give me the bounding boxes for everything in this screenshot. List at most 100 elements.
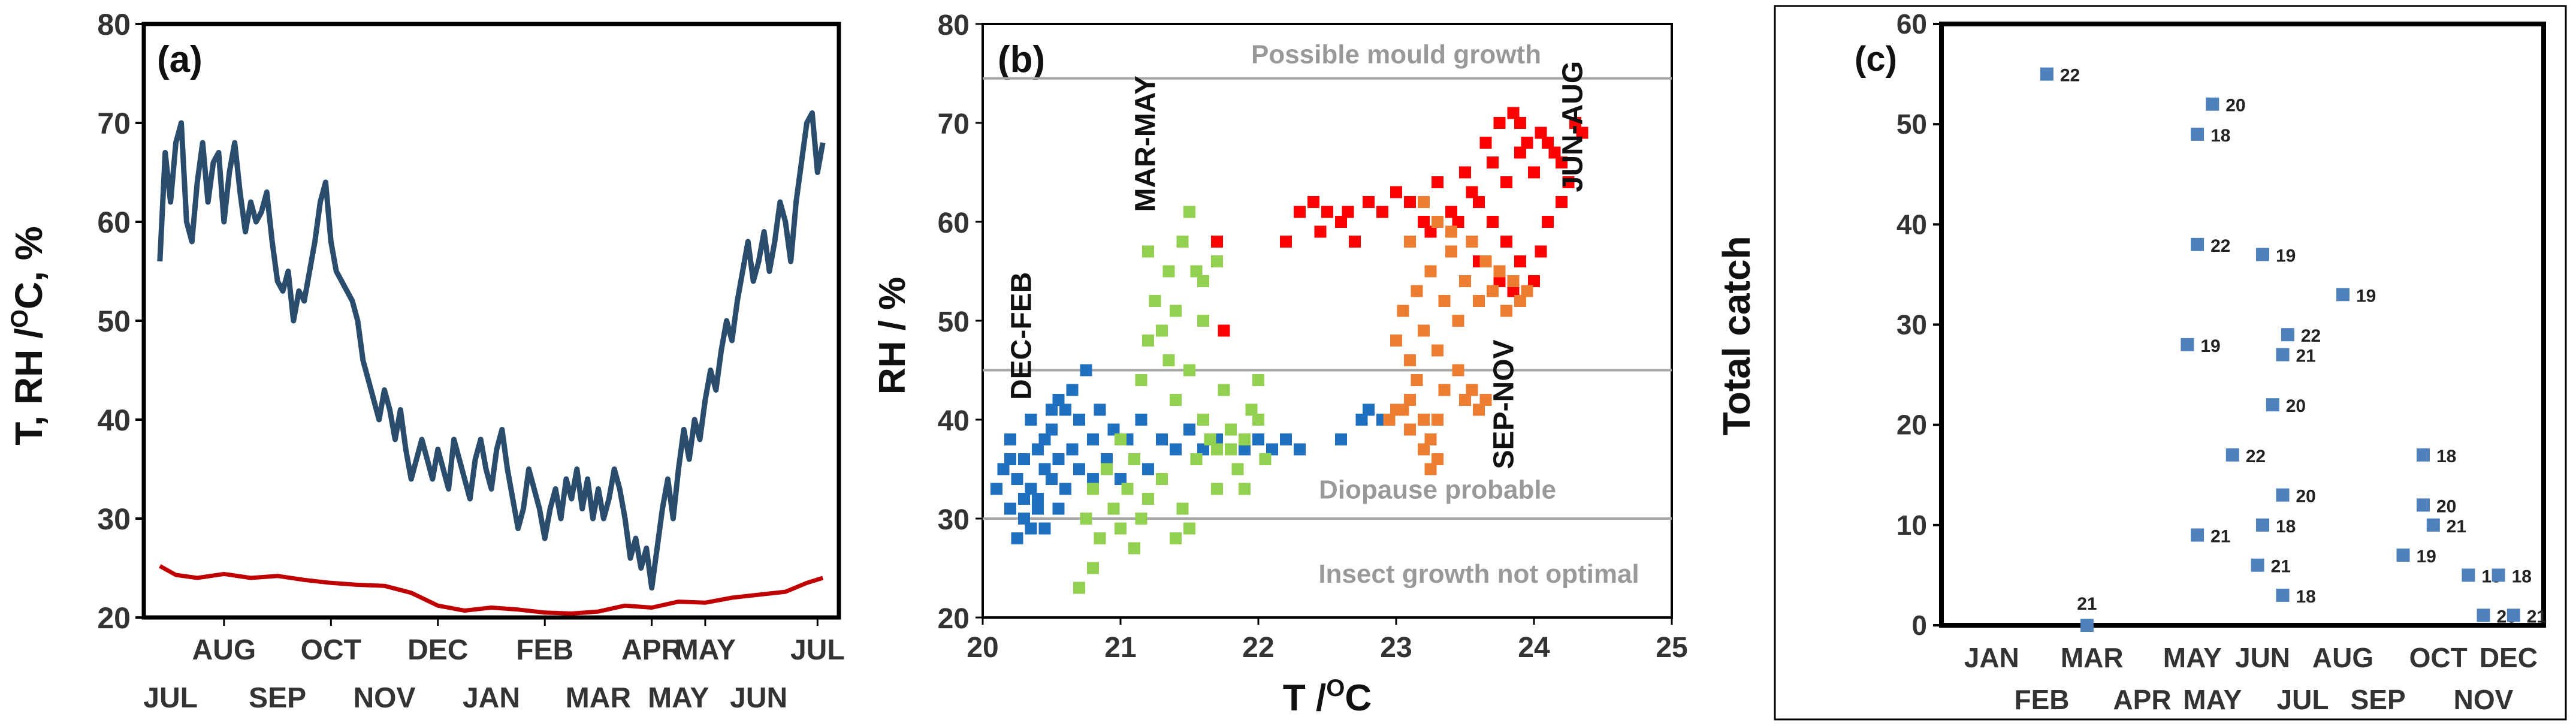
panel-b-point-jun-aug	[1548, 146, 1561, 159]
panel-a-x-tick-label: MAY	[648, 682, 709, 714]
panel-b-point-mar-may	[1231, 463, 1244, 475]
panel-b-point-dec-feb	[1094, 403, 1106, 416]
panel-b-point-mar-may	[1121, 483, 1134, 495]
panel-c-x-tick-label: NOV	[2454, 684, 2514, 715]
panel-c-point	[2256, 248, 2269, 261]
panel-c-point	[2191, 528, 2204, 542]
panel-c-y-tick-label: 30	[1896, 309, 1927, 341]
panel-b-point-mar-may	[1252, 414, 1264, 426]
panel-b-point-jun-aug	[1349, 236, 1361, 248]
panel-b-point-dec-feb	[997, 463, 1010, 475]
panel-b-point-dec-feb	[1046, 403, 1058, 416]
panel-b-point-dec-feb	[1052, 453, 1065, 465]
panel-b-point-mar-may	[1183, 364, 1195, 376]
panel-b-point-dec-feb	[1059, 483, 1071, 495]
panel-b-point-sep-nov	[1514, 295, 1526, 307]
panel-b-x-tick-label: 24	[1518, 632, 1550, 664]
panel-b-annotation: Insect growth not optimal	[1318, 559, 1639, 589]
panel-b-x-ticks: 20 21 22 23 24 25	[967, 617, 1688, 664]
panel-b-point-jun-aug	[1445, 206, 1457, 218]
panel-b-point-mar-may	[1080, 513, 1092, 525]
panel-b-point-jun-aug	[1535, 126, 1547, 139]
panel-b-point-jun-aug	[1363, 196, 1375, 208]
panel-b-point-sep-nov	[1487, 285, 1499, 297]
panel-b-annotation: Possible mould growth	[1251, 40, 1541, 70]
panel-c-point-label: 19	[2417, 547, 2436, 567]
panel-b-point-sep-nov	[1432, 216, 1443, 228]
panel-b-point-jun-aug	[1576, 126, 1589, 139]
panel-c-point	[2477, 608, 2490, 622]
panel-b-point-mar-may	[1135, 374, 1147, 386]
panel-b-point-sep-nov	[1507, 275, 1520, 287]
panel-b-y-tick-label: 20	[938, 603, 970, 635]
panel-c-x-tick-label: APR	[2113, 684, 2171, 715]
panel-c-point	[2191, 237, 2204, 251]
panel-c-y-tick-label: 40	[1896, 209, 1927, 240]
panel-a-x-tick-label: MAR	[566, 682, 631, 714]
panel-b-point-jun-aug	[1321, 206, 1333, 218]
panel-b-point-sep-nov	[1383, 414, 1396, 426]
panel-b-point-mar-may	[1094, 532, 1106, 544]
panel-b-y-axis-title: RH / %	[872, 277, 913, 394]
panel-b-point-dec-feb	[1355, 414, 1368, 426]
panel-b-point-jun-aug	[1314, 225, 1327, 238]
panel-a-y-axis-title-sup: O	[7, 309, 33, 328]
panel-b-point-mar-may	[1197, 315, 1209, 327]
panel-b-point-sep-nov	[1452, 364, 1464, 376]
panel-b-point-jun-aug	[1466, 186, 1478, 198]
panel-b-point-mar-may	[1107, 502, 1120, 515]
panel-b-point-sep-nov	[1473, 295, 1485, 307]
panel-c-point-label: 21	[2527, 607, 2547, 626]
panel-b-point-dec-feb	[1046, 423, 1058, 436]
panel-c-point	[2276, 488, 2290, 502]
panel-b-point-dec-feb	[1059, 403, 1071, 416]
panel-b-point-jun-aug	[1569, 117, 1581, 129]
panel-a-y-tick-label: 60	[97, 206, 131, 239]
panel-b-point-mar-may	[1170, 394, 1182, 406]
panel-b-point-jun-aug	[1542, 137, 1554, 149]
panel-b-point-dec-feb	[1197, 443, 1209, 456]
panel-a-x-tick-label: JUL	[790, 634, 845, 666]
panel-b-point-sep-nov	[1411, 285, 1423, 297]
panel-c-point	[2276, 348, 2290, 362]
panel-b-point-dec-feb	[1025, 522, 1037, 535]
panel-b-point-mar-may	[1245, 403, 1258, 416]
panel-c-point-label: 20	[2225, 96, 2245, 116]
panel-b-point-dec-feb	[1252, 433, 1264, 445]
panel-b-chart: (b) Possible mould growth Diopause probab…	[872, 10, 1688, 719]
panel-b-y-tick-label: 80	[938, 10, 970, 41]
panel-b-point-mar-may	[1190, 265, 1203, 278]
panel-a-plot-frame	[141, 22, 841, 620]
panel-b-point-mar-may	[1142, 493, 1154, 505]
panel-b-point-mar-may	[1073, 582, 1085, 594]
panel-b-point-dec-feb	[1018, 493, 1030, 505]
panel-b-point-jun-aug	[1507, 107, 1520, 119]
panel-b-point-mar-may	[1156, 473, 1168, 485]
panel-b-point-jun-aug	[1459, 166, 1471, 179]
panel-b-point-dec-feb	[1115, 473, 1127, 485]
panel-b-x-tick-label: 23	[1380, 632, 1412, 664]
panel-b-point-mar-may	[1115, 433, 1127, 445]
panel-c-x-tick-label: MAY	[2183, 684, 2242, 715]
panel-b-point-dec-feb	[1032, 502, 1044, 515]
panel-a-y-axis-title-post: C, %	[7, 226, 50, 309]
panel-b-point-mar-may	[1087, 483, 1099, 495]
panel-b-point-mar-may	[1176, 236, 1189, 248]
panel-c-point-label: 22	[2060, 66, 2080, 86]
panel-c-x-tick-label: FEB	[2015, 684, 2070, 715]
panel-b-x-tick-label: 21	[1104, 632, 1136, 664]
panel-b-point-sep-nov	[1445, 245, 1457, 258]
panel-c-point	[2426, 518, 2440, 532]
panel-c-point-label: 22	[2210, 236, 2230, 256]
panel-b-point-sep-nov	[1452, 315, 1464, 327]
panel-c-point	[2266, 398, 2279, 412]
panel-c-point-label: 22	[2246, 447, 2266, 466]
panel-b-point-sep-nov	[1459, 394, 1471, 406]
panel-b-point-sep-nov	[1424, 463, 1437, 475]
panel-b-point-mar-may	[1197, 414, 1209, 426]
panel-b-point-jun-aug	[1479, 137, 1492, 149]
panel-c-x-tick-label: MAR	[2061, 642, 2124, 673]
panel-b-label: (b)	[998, 39, 1045, 80]
panel-c-point-label: 20	[2286, 396, 2306, 416]
